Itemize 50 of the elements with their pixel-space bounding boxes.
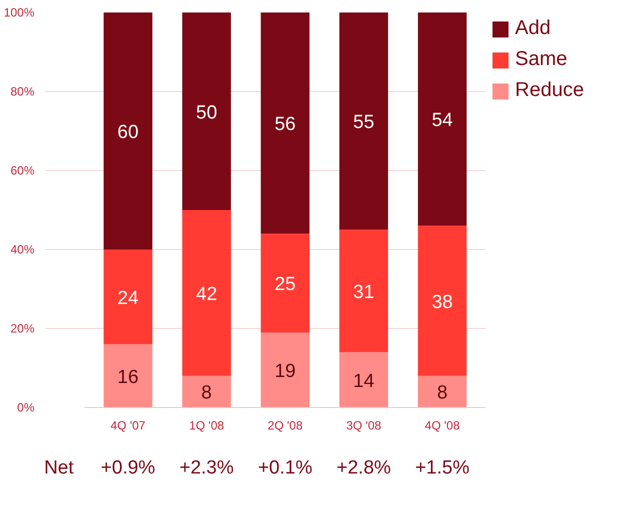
y-tick-label: 100% bbox=[4, 6, 35, 20]
bar bbox=[418, 226, 467, 376]
text: +2.8% bbox=[336, 458, 392, 478]
bar bbox=[104, 344, 152, 408]
data-label: 8 bbox=[201, 382, 212, 404]
bar bbox=[104, 250, 152, 344]
y-tick-label: 20% bbox=[10, 322, 35, 336]
data-label: 14 bbox=[353, 370, 375, 392]
data-label: 24 bbox=[117, 288, 139, 309]
text: +0.1% bbox=[258, 458, 312, 478]
text: +1.5% bbox=[415, 458, 470, 478]
bar bbox=[260, 234, 310, 332]
bar bbox=[182, 12, 231, 210]
text: +2.3% bbox=[179, 458, 234, 478]
y-tick-label: 40% bbox=[10, 242, 35, 256]
x-tick-label: 2Q '08 bbox=[268, 418, 303, 432]
x-tick-label: 4Q '08 bbox=[424, 418, 460, 432]
bar bbox=[260, 332, 310, 408]
data-label: 42 bbox=[196, 284, 218, 305]
legend-label: Add bbox=[515, 17, 551, 40]
data-label: 50 bbox=[196, 102, 218, 124]
data-label: 56 bbox=[274, 114, 296, 136]
data-label: 8 bbox=[437, 382, 448, 404]
data-label: 60 bbox=[117, 122, 139, 143]
bar bbox=[339, 230, 388, 352]
bar bbox=[418, 12, 467, 226]
bar bbox=[182, 376, 231, 408]
y-tick-label: 80% bbox=[10, 84, 35, 98]
legend-label: Same bbox=[515, 48, 568, 71]
x-tick-label: 4Q '07 bbox=[110, 418, 146, 432]
bar bbox=[182, 210, 231, 376]
y-tick-label: 60% bbox=[10, 164, 35, 178]
bar bbox=[339, 12, 388, 230]
data-label: 55 bbox=[353, 112, 374, 134]
x-tick-label: 3Q '08 bbox=[346, 418, 382, 432]
data-label: 16 bbox=[117, 366, 139, 388]
data-label: 25 bbox=[274, 274, 296, 296]
bar bbox=[418, 376, 467, 408]
data-label: 38 bbox=[432, 292, 453, 313]
x-tick-label: 1Q '08 bbox=[189, 418, 224, 432]
y-tick-label: 0% bbox=[17, 400, 35, 414]
data-label: 31 bbox=[353, 282, 374, 303]
legend-label: Reduce bbox=[515, 79, 584, 102]
bar bbox=[339, 352, 388, 408]
bar bbox=[104, 12, 152, 250]
text: +0.9% bbox=[100, 458, 156, 478]
data-label: 19 bbox=[274, 360, 296, 382]
bar bbox=[260, 12, 310, 234]
data-label: 54 bbox=[432, 110, 454, 132]
text: Net bbox=[44, 458, 74, 478]
